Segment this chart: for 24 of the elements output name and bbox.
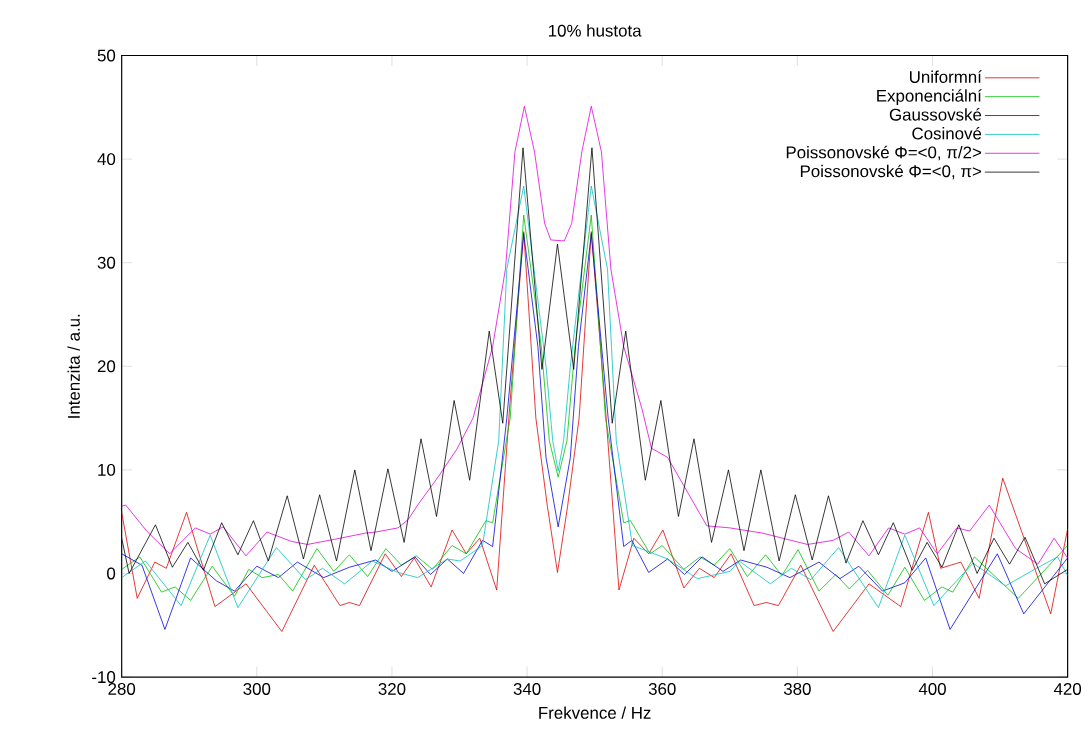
x-tick-label: 300 bbox=[243, 682, 271, 695]
legend-label: Cosinové bbox=[912, 126, 982, 140]
legend-label: Exponenciální bbox=[877, 89, 982, 105]
x-tick-label: 420 bbox=[1053, 682, 1082, 695]
y-tick-label: 10 bbox=[98, 463, 116, 476]
y-axis-title: Intenzita / a.u. bbox=[67, 314, 80, 418]
y-tick-label: -10 bbox=[92, 670, 116, 683]
x-tick-label: 380 bbox=[783, 682, 811, 695]
x-tick-label: 280 bbox=[108, 682, 136, 695]
chart-title: 10% hustota bbox=[549, 24, 642, 37]
y-tick-label: 30 bbox=[97, 256, 116, 269]
y-tick-label: 40 bbox=[97, 152, 116, 165]
legend-label: Poissonovské Φ=<0, π/2> bbox=[786, 145, 982, 161]
legend-label: Uniformní bbox=[910, 70, 982, 83]
legend-label: Gaussovské bbox=[889, 107, 982, 121]
x-tick-label: 320 bbox=[378, 682, 406, 695]
y-tick-label: 0 bbox=[107, 567, 116, 580]
y-tick-label: 20 bbox=[97, 360, 116, 373]
x-tick-label: 400 bbox=[918, 682, 946, 695]
x-tick-label: 360 bbox=[648, 682, 676, 695]
y-tick-label: 50 bbox=[97, 49, 116, 62]
x-tick-label: 340 bbox=[513, 682, 541, 695]
x-axis-title: Frekvence / Hz bbox=[539, 706, 651, 719]
legend-label: Poissonovské Φ=<0, π> bbox=[800, 164, 982, 180]
